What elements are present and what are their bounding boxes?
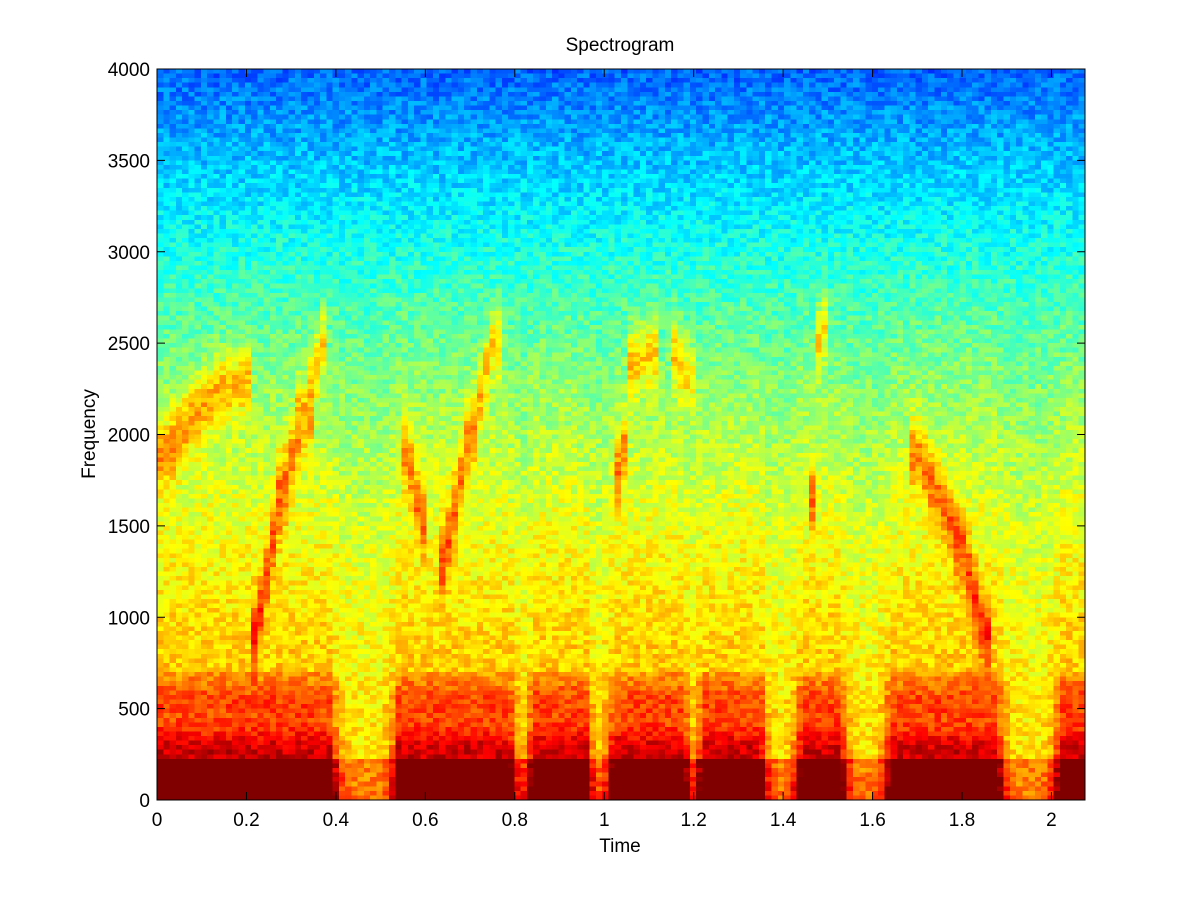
y-tick-label: 500	[118, 700, 150, 721]
x-tick-label: 1.4	[770, 810, 797, 831]
y-tick-label: 0	[139, 791, 150, 812]
x-tick-label: 1	[599, 810, 610, 831]
y-tick-label: 3500	[108, 151, 150, 172]
x-tick-label: 1.6	[859, 810, 885, 831]
x-tick-label: 0	[152, 810, 163, 831]
x-tick-label: 0.4	[323, 810, 350, 831]
y-tick-label: 1500	[108, 517, 150, 538]
y-tick-label: 2500	[108, 334, 150, 355]
x-tick-label: 0.2	[233, 810, 259, 831]
y-axis-label: Frequency	[79, 389, 100, 479]
y-tick-label: 2000	[108, 426, 150, 447]
x-tick-label: 2	[1046, 810, 1057, 831]
x-tick-label: 0.8	[502, 810, 528, 831]
x-tick-label: 0.6	[412, 810, 438, 831]
x-tick-label: 1.8	[949, 810, 975, 831]
plot-frame	[156, 68, 1086, 801]
y-axis-ticks: 0 500 1000 1500 2000 2500 3000 3500 4000	[108, 60, 1085, 812]
x-axis-label: Time	[599, 836, 641, 857]
spectrogram-heatmap	[157, 69, 1085, 800]
y-tick-label: 1000	[108, 608, 150, 629]
chart-title: Spectrogram	[566, 35, 675, 56]
x-tick-label: 1.2	[680, 810, 706, 831]
y-tick-label: 4000	[108, 60, 150, 81]
x-axis-ticks: 0 0.2 0.4 0.6 0.8 1 1.2 1.4 1.6 1.8 2	[152, 69, 1057, 831]
y-tick-label: 3000	[108, 243, 150, 264]
